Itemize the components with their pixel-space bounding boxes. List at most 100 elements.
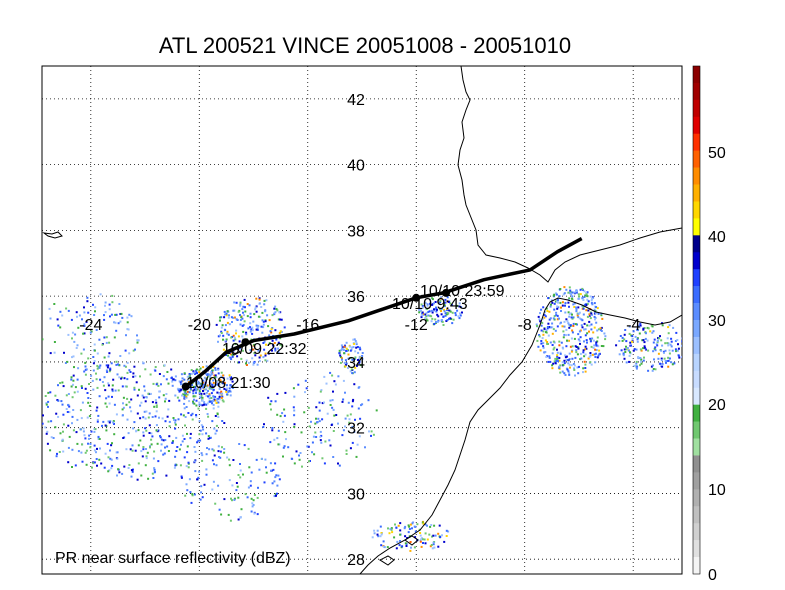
reflectivity-pixel — [338, 464, 341, 467]
reflectivity-pixel — [144, 417, 147, 420]
reflectivity-pixel — [205, 365, 208, 368]
reflectivity-pixel — [68, 405, 71, 408]
reflectivity-pixel — [554, 357, 557, 360]
reflectivity-pixel — [232, 459, 235, 461]
reflectivity-pixel — [168, 420, 171, 423]
reflectivity-pixel — [621, 336, 624, 339]
reflectivity-pixel — [227, 316, 230, 319]
reflectivity-pixel — [578, 295, 581, 298]
reflectivity-pixel — [67, 461, 70, 464]
reflectivity-pixel — [590, 345, 593, 348]
reflectivity-pixel — [96, 464, 98, 467]
reflectivity-pixel — [200, 485, 203, 488]
reflectivity-pixel — [647, 327, 650, 330]
reflectivity-pixel — [653, 338, 656, 341]
reflectivity-pixel — [631, 335, 634, 338]
reflectivity-pixel — [553, 302, 556, 305]
reflectivity-pixel — [125, 403, 128, 406]
reflectivity-pixel — [588, 314, 591, 317]
reflectivity-pixel — [82, 332, 85, 335]
reflectivity-pixel — [594, 348, 597, 351]
reflectivity-pixel — [239, 314, 241, 317]
reflectivity-pixel — [63, 351, 65, 354]
reflectivity-pixel — [226, 456, 229, 459]
reflectivity-pixel — [321, 418, 324, 421]
reflectivity-pixel — [588, 313, 591, 316]
reflectivity-pixel — [248, 304, 251, 307]
reflectivity-pixel — [274, 400, 277, 403]
reflectivity-pixel — [207, 435, 210, 438]
reflectivity-pixel — [342, 398, 345, 401]
reflectivity-pixel — [414, 530, 417, 533]
reflectivity-pixel — [646, 339, 649, 342]
reflectivity-pixel — [271, 427, 274, 429]
reflectivity-pixel — [195, 387, 198, 390]
reflectivity-pixel — [583, 355, 586, 358]
reflectivity-pixel — [126, 321, 129, 324]
reflectivity-pixel — [354, 418, 356, 421]
reflectivity-pixel — [443, 301, 446, 304]
reflectivity-pixel — [67, 393, 70, 395]
reflectivity-pixel — [585, 303, 588, 305]
reflectivity-pixel — [205, 391, 208, 394]
reflectivity-pixel — [324, 440, 327, 443]
reflectivity-pixel — [256, 363, 259, 366]
reflectivity-pixel — [204, 372, 207, 375]
reflectivity-pixel — [240, 508, 243, 511]
reflectivity-pixel — [622, 352, 625, 355]
reflectivity-pixel — [274, 462, 277, 465]
reflectivity-pixel — [342, 349, 345, 351]
reflectivity-pixel — [194, 380, 197, 383]
reflectivity-pixel — [201, 425, 204, 428]
reflectivity-pixel — [539, 312, 541, 315]
reflectivity-pixel — [358, 435, 361, 438]
reflectivity-pixel — [581, 326, 584, 329]
reflectivity-pixel — [128, 464, 131, 466]
reflectivity-pixel — [237, 335, 240, 338]
reflectivity-pixel — [159, 435, 161, 437]
reflectivity-pixel — [542, 333, 545, 336]
reflectivity-pixel — [574, 323, 577, 326]
reflectivity-pixel — [667, 342, 670, 345]
reflectivity-pixel — [202, 381, 204, 384]
reflectivity-pixel — [213, 374, 216, 377]
reflectivity-pixel — [110, 467, 113, 470]
reflectivity-pixel — [583, 303, 586, 306]
reflectivity-pixel — [209, 379, 211, 382]
reflectivity-pixel — [179, 464, 182, 467]
reflectivity-pixel — [344, 425, 346, 428]
reflectivity-pixel — [122, 406, 125, 409]
reflectivity-pixel — [577, 306, 580, 309]
reflectivity-pixel — [180, 443, 182, 446]
reflectivity-pixel — [103, 336, 106, 339]
reflectivity-pixel — [153, 468, 156, 471]
reflectivity-pixel — [168, 435, 171, 438]
reflectivity-pixel — [180, 476, 183, 479]
reflectivity-pixel — [59, 310, 62, 313]
reflectivity-pixel — [217, 401, 220, 404]
reflectivity-pixel — [174, 423, 177, 426]
reflectivity-pixel — [109, 367, 112, 370]
reflectivity-pixel — [261, 331, 264, 334]
reflectivity-pixel — [537, 345, 540, 348]
reflectivity-pixel — [564, 304, 566, 307]
reflectivity-pixel — [445, 529, 448, 532]
reflectivity-pixel — [199, 384, 202, 387]
reflectivity-pixel — [68, 411, 71, 414]
reflectivity-pixel — [567, 322, 570, 325]
reflectivity-pixel — [342, 379, 345, 382]
reflectivity-pixel — [88, 404, 91, 407]
reflectivity-pixel — [262, 342, 265, 344]
reflectivity-pixel — [207, 390, 209, 392]
reflectivity-pixel — [588, 324, 591, 327]
reflectivity-pixel — [111, 395, 113, 398]
reflectivity-pixel — [206, 413, 209, 415]
reflectivity-pixel — [587, 309, 590, 312]
reflectivity-pixel — [566, 320, 569, 323]
reflectivity-pixel — [181, 440, 184, 443]
reflectivity-pixel — [556, 348, 558, 351]
reflectivity-pixel — [647, 369, 650, 372]
reflectivity-pixel — [596, 356, 599, 359]
reflectivity-pixel — [583, 322, 586, 325]
reflectivity-pixel — [44, 426, 47, 429]
